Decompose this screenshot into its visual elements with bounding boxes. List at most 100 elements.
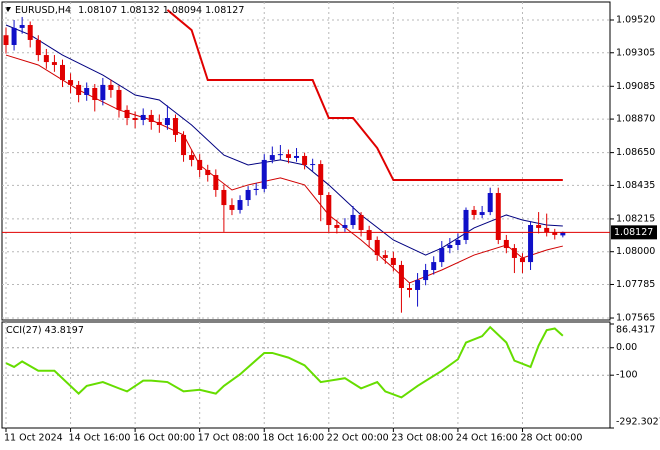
y-tick-label: 1.09520 <box>616 14 655 25</box>
candle-body <box>245 189 251 201</box>
symbol: EURUSD,H4 <box>15 5 71 16</box>
candle-body <box>455 239 461 245</box>
candle-body <box>164 118 170 126</box>
y-tick-label: 1.07565 <box>616 313 655 324</box>
y-tick-label: 1.08000 <box>616 246 655 257</box>
high-value: 1.08132 <box>120 5 159 16</box>
candle-body <box>76 84 82 95</box>
candle-body <box>471 209 477 215</box>
candle-body <box>253 188 259 190</box>
close-value: 1.08127 <box>205 5 244 16</box>
candle-body <box>350 214 356 226</box>
candle-body <box>358 214 364 231</box>
y-tick-label: 1.09305 <box>616 47 655 58</box>
y-tick-label: 1.07785 <box>616 279 655 290</box>
y-tick-label: -292.3027 <box>616 417 660 428</box>
candle-body <box>560 232 566 236</box>
candle-body <box>277 154 283 156</box>
y-tick-label: 1.08650 <box>616 147 655 158</box>
candle-body <box>3 35 9 45</box>
candle-body <box>189 155 195 160</box>
candle-body <box>519 257 525 263</box>
candle-body <box>390 257 396 265</box>
candle-body <box>11 27 17 45</box>
header: EURUSD,H4 1.08107 1.08132 1.08094 1.0812… <box>15 5 244 16</box>
candle-body <box>326 194 332 226</box>
candle-body <box>487 193 493 213</box>
candle-body <box>294 155 300 158</box>
candle-body <box>51 62 57 65</box>
candle-body <box>43 55 49 63</box>
y-tick-label: 1.08435 <box>616 180 655 191</box>
candle-body <box>100 84 106 101</box>
x-tick-label: 16 Oct 00:00 <box>133 433 195 444</box>
y-tick-label: 86.4317 <box>616 325 655 336</box>
candle-body <box>197 159 203 170</box>
candle-body <box>310 164 316 166</box>
price-label-box <box>611 225 657 240</box>
candle-body <box>229 205 235 210</box>
candle-body <box>528 225 534 263</box>
candle-body <box>237 200 243 210</box>
candle-body <box>415 280 421 290</box>
low-value: 1.08094 <box>163 5 202 16</box>
candle-body <box>84 87 90 95</box>
cci-header: CCI(27) 43.8197 <box>6 325 84 336</box>
candle-body <box>108 84 114 90</box>
main-panel <box>1 1 611 321</box>
candle-body <box>148 114 154 122</box>
y-tick-label: 1.08870 <box>616 114 655 125</box>
candle-body <box>59 64 65 81</box>
candle-body <box>124 109 130 119</box>
candle-body <box>140 114 146 120</box>
candle-body <box>116 89 122 110</box>
candle-body <box>536 225 542 228</box>
candle-body <box>366 230 372 240</box>
candle-body <box>302 155 308 165</box>
candle-body <box>318 164 324 195</box>
indicator-line <box>5 54 563 284</box>
candle-body <box>423 269 429 281</box>
cci-line <box>5 325 564 399</box>
candle-body <box>544 227 550 233</box>
candle-body <box>463 209 469 240</box>
x-tick-label: 11 Oct 2024 <box>4 433 63 444</box>
y-tick-label: 1.09085 <box>616 81 655 92</box>
candle-body <box>156 121 162 126</box>
indicator-line <box>166 9 563 182</box>
candle-body <box>221 189 227 206</box>
candle-body <box>382 255 388 258</box>
candle-body <box>269 155 275 160</box>
candle-body <box>172 118 178 135</box>
candle-body <box>398 264 404 288</box>
candle-body <box>552 232 558 235</box>
candle-body <box>68 80 74 85</box>
x-tick-label: 23 Oct 08:00 <box>391 433 453 444</box>
x-tick-label: 17 Oct 08:00 <box>198 433 260 444</box>
candle-body <box>285 154 291 158</box>
candle-body <box>447 244 453 249</box>
candle-body <box>342 225 348 228</box>
candle-body <box>431 262 437 270</box>
candle-body <box>334 225 340 228</box>
candle-body <box>407 287 412 290</box>
candle-body <box>205 169 211 176</box>
candle-body <box>213 175 219 190</box>
open-value: 1.08107 <box>78 5 117 16</box>
x-tick-label: 18 Oct 16:00 <box>262 433 324 444</box>
candle-body <box>374 239 380 256</box>
cci-title: CCI(27) <box>6 325 42 336</box>
y-tick-label: 1.08215 <box>616 213 655 224</box>
cci-value: 43.8197 <box>45 325 84 336</box>
candle-body <box>439 248 445 263</box>
candle-body <box>261 159 267 189</box>
candle-body <box>495 193 501 240</box>
candle-body <box>19 25 25 28</box>
candle-body <box>503 239 509 249</box>
x-tick-label: 24 Oct 16:00 <box>456 433 518 444</box>
candle-body <box>511 248 517 258</box>
candle-body <box>35 39 41 56</box>
x-tick-label: 14 Oct 16:00 <box>69 433 131 444</box>
candle-body <box>479 212 485 215</box>
